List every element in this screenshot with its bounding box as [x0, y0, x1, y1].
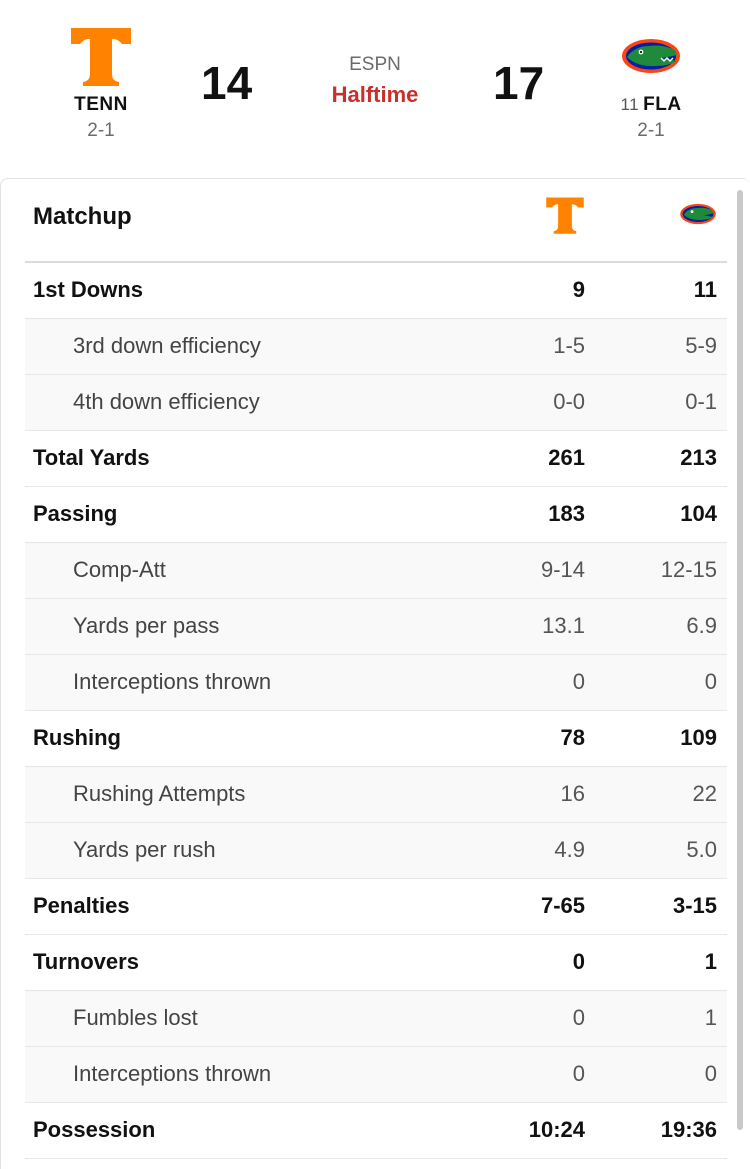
stat-row: Rushing 78 109 [25, 711, 727, 767]
florida-gator-logo-icon [680, 203, 716, 225]
tenn-stat-value: 0 [572, 1061, 585, 1086]
stat-row: 1st Downs 9 11 [25, 263, 727, 319]
florida-gator-logo-icon [622, 39, 680, 73]
tenn-stat-value: 261 [548, 445, 585, 470]
stat-label: Turnovers [33, 949, 139, 974]
stat-subrow: Yards per pass 13.1 6.9 [25, 599, 727, 655]
stat-row: Turnovers 0 1 [25, 935, 727, 991]
stat-label: Total Yards [33, 445, 150, 470]
tennessee-t-logo-icon [71, 28, 131, 86]
fla-stat-value: 0 [704, 1061, 717, 1086]
tennessee-t-logo-icon [546, 197, 584, 234]
stat-row: Possession 10:24 19:36 [25, 1103, 727, 1159]
stat-label: Passing [33, 501, 118, 526]
home-team-abbr: 11 FLA [591, 94, 711, 116]
matchup-title: Matchup [33, 203, 132, 230]
home-team-rank: 11 [620, 95, 640, 114]
stat-subrow: 3rd down efficiency 1-5 5-9 [25, 319, 727, 375]
fla-stat-value: 109 [680, 725, 717, 750]
stat-subrow: Yards per rush 4.9 5.0 [25, 823, 727, 879]
stat-subrow: Fumbles lost 0 1 [25, 991, 727, 1047]
stat-subrow: Interceptions thrown 0 0 [25, 655, 727, 711]
tv-network: ESPN [349, 54, 401, 75]
tenn-stat-value: 0 [572, 669, 585, 694]
tenn-stat-value: 13.1 [542, 613, 585, 638]
stat-label: 1st Downs [33, 277, 144, 302]
fla-stat-value: 3-15 [672, 893, 717, 918]
away-team-record: 2-1 [87, 120, 115, 141]
stat-label: Possession [33, 1117, 156, 1142]
game-period: Halftime [331, 82, 419, 107]
fla-stat-value: 5-9 [685, 333, 717, 358]
tenn-stat-value: 9 [572, 277, 585, 302]
fla-stat-value: 11 [693, 277, 717, 302]
fla-stat-value: 0-1 [685, 389, 717, 414]
home-team-record: 2-1 [637, 120, 665, 141]
fla-stat-value: 1 [704, 1005, 717, 1030]
tenn-stat-value: 4.9 [554, 837, 585, 862]
tenn-stat-value: 0 [572, 1005, 585, 1030]
tenn-stat-value: 9-14 [540, 557, 585, 582]
away-team-abbr: TENN [74, 94, 128, 115]
tenn-stat-value: 183 [548, 501, 585, 526]
fla-stat-value: 12-15 [660, 557, 717, 582]
game-status: ESPN Halftime [300, 54, 450, 108]
tenn-stat-value: 7-65 [540, 893, 585, 918]
scrollbar[interactable] [737, 190, 743, 1130]
away-team[interactable]: TENN 2-1 [41, 24, 161, 142]
stat-row: Total Yards 261 213 [25, 431, 727, 487]
stat-label: 3rd down efficiency [73, 333, 261, 358]
stat-label: Fumbles lost [73, 1005, 198, 1030]
tenn-stat-value: 78 [560, 725, 585, 750]
away-score: 14 [201, 57, 253, 109]
home-team[interactable]: 11 FLA 2-1 [591, 24, 711, 142]
fla-stat-value: 213 [680, 445, 717, 470]
tenn-stat-value: 0 [572, 949, 585, 974]
tenn-stat-value: 0-0 [553, 389, 585, 414]
fla-stat-value: 6.9 [686, 613, 717, 638]
fla-stat-value: 19:36 [660, 1117, 717, 1142]
stat-label: Interceptions thrown [73, 669, 272, 694]
stat-subrow: 4th down efficiency 0-0 0-1 [25, 375, 727, 431]
stat-label: Interceptions thrown [73, 1061, 272, 1086]
stat-row: Passing 183 104 [25, 487, 727, 543]
fla-stat-value: 0 [704, 669, 717, 694]
fla-stat-value: 104 [680, 501, 717, 526]
stat-label: Rushing [33, 725, 121, 750]
matchup-card: Matchup 1st Downs 9 11 3rd down efficiency 1… [0, 178, 750, 1169]
fla-stat-value: 5.0 [686, 837, 717, 862]
stat-row: Penalties 7-65 3-15 [25, 879, 727, 935]
stat-subrow: Interceptions thrown 0 0 [25, 1047, 727, 1103]
stat-label: Penalties [33, 893, 130, 918]
stat-subrow: Rushing Attempts 16 22 [25, 767, 727, 823]
matchup-header: Matchup [25, 179, 727, 263]
fla-stat-value: 22 [692, 781, 717, 806]
matchup-stats-table: 1st Downs 9 11 3rd down efficiency 1-5 5-9 4th… [25, 263, 727, 1159]
stat-label: 4th down efficiency [73, 389, 260, 414]
tenn-stat-value: 16 [560, 781, 585, 806]
stat-label: Rushing Attempts [73, 781, 246, 806]
stat-label: Comp-Att [73, 557, 166, 582]
stat-label: Yards per rush [73, 837, 216, 862]
home-score: 17 [493, 57, 545, 109]
tenn-stat-value: 1-5 [553, 333, 585, 358]
home-team-abbr-text: FLA [643, 94, 682, 115]
stat-subrow: Comp-Att 9-14 12-15 [25, 543, 727, 599]
tenn-stat-value: 10:24 [528, 1117, 585, 1142]
fla-stat-value: 1 [704, 949, 717, 974]
scoreboard: TENN 2-1 14 ESPN Halftime 17 11 FLA 2-1 [0, 0, 750, 178]
stat-label: Yards per pass [73, 613, 220, 638]
